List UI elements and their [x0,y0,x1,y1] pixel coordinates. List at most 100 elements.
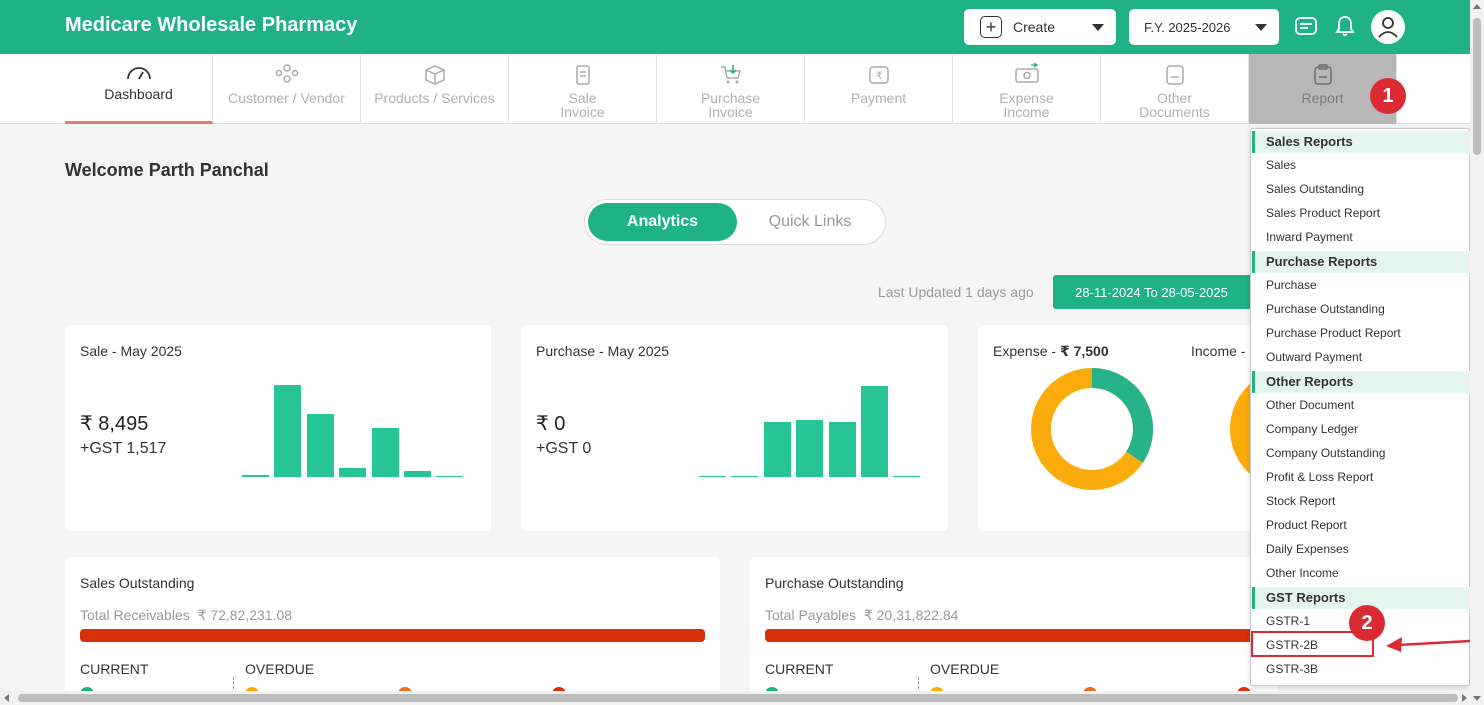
bell-icon[interactable] [1333,14,1357,38]
menu-item-purchase-outstanding[interactable]: Purchase Outstanding [1266,302,1385,316]
overdue-label: OVERDUE [245,661,315,677]
chart-bar [731,476,759,477]
purchase-amount: ₹ 0 [536,413,566,435]
scroll-up-icon[interactable] [1473,4,1481,9]
horizontal-scroll-thumb[interactable] [18,694,1458,702]
menu-item-inward-payment[interactable]: Inward Payment [1266,230,1353,244]
tab-purchase-invoice[interactable]: Purchase Invoice [657,54,805,124]
purchase-reports-heading: Purchase Reports [1252,251,1470,273]
chevron-down-icon [1092,24,1104,31]
menu-item-gstr-2b[interactable]: GSTR-2B [1266,638,1319,652]
purchase-card: Purchase - May 2025 ₹ 0 +GST 0 [521,325,948,531]
payables-bar [765,629,1278,642]
purchase-outstanding-card: Purchase Outstanding Total Payables ₹ 20… [750,557,1278,705]
scroll-right-icon[interactable] [1462,694,1467,702]
create-button[interactable]: + Create [964,9,1116,45]
tab-other-documents[interactable]: Other Documents [1101,54,1249,124]
divider [233,677,234,689]
user-avatar[interactable] [1371,10,1405,44]
chart-bar [436,476,464,477]
tab-expense-income[interactable]: Expense Income [953,54,1101,124]
menu-item-company-outstanding[interactable]: Company Outstanding [1266,446,1386,460]
tab-label: Expense Income [999,90,1054,120]
chart-bar [306,414,334,477]
menu-item-profit-loss-report[interactable]: Profit & Loss Report [1266,470,1374,484]
expense-income-card: Expense - ₹ 7,500 Income - [978,325,1352,531]
box-icon [424,65,445,85]
overdue-label: OVERDUE [930,661,1000,677]
purchase-gst: +GST 0 [536,440,592,457]
fiscal-year-label: F.Y. 2025-2026 [1144,19,1231,35]
chart-bar [796,420,824,477]
chart-bar [242,475,269,477]
menu-item-outward-payment[interactable]: Outward Payment [1266,350,1363,364]
chevron-down-icon [1255,24,1267,31]
menu-item-company-ledger[interactable]: Company Ledger [1266,422,1359,436]
purchase-bar-chart [699,385,923,477]
fiscal-year-select[interactable]: F.Y. 2025-2026 [1129,9,1279,45]
tab-dashboard[interactable]: Dashboard [65,54,213,124]
menu-item-daily-expenses[interactable]: Daily Expenses [1266,542,1349,556]
chart-bar [339,468,367,477]
tab-label: Other Documents [1139,90,1210,120]
sale-amount: ₹ 8,495 [80,413,149,435]
menu-item-sales[interactable]: Sales [1266,158,1297,172]
menu-item-sales-outstanding[interactable]: Sales Outstanding [1266,182,1365,196]
chat-icon[interactable] [1294,14,1318,38]
sale-card: Sale - May 2025 ₹ 8,495 +GST 1,517 [65,325,491,531]
rupee-note-icon: ₹ [868,66,889,84]
total-receivables-value: ₹ 72,82,231.08 [197,607,293,623]
speedometer-icon [126,67,151,80]
quick-links-tab[interactable]: Quick Links [768,213,852,230]
tab-payment[interactable]: ₹ Payment [805,54,953,124]
tab-label: Sale Invoice [560,90,605,120]
total-payables-value: ₹ 20,31,822.84 [863,607,959,623]
clipboard-icon [1313,64,1332,85]
user-icon [1378,17,1398,38]
chart-bar [371,428,399,477]
tab-label: Report [1301,90,1344,106]
tab-sale-invoice[interactable]: Sale Invoice [509,54,657,124]
tab-customer-vendor[interactable]: Customer / Vendor [213,54,361,124]
horizontal-scrollbar[interactable] [0,691,1470,705]
cart-icon [720,65,741,84]
scroll-down-icon[interactable] [1473,696,1481,701]
menu-item-gstr-3b[interactable]: GSTR-3B [1266,662,1319,676]
vertical-scrollbar[interactable] [1470,0,1484,705]
menu-item-product-report[interactable]: Product Report [1266,518,1347,532]
menu-item-purchase[interactable]: Purchase [1266,278,1317,292]
welcome-text: Welcome Parth Panchal [65,160,269,180]
tab-label: Purchase Invoice [700,90,761,120]
income-label: Income - [1191,343,1246,359]
step-2-badge: 2 [1349,605,1385,641]
top-header: Medicare Wholesale Pharmacy + Create F.Y… [0,0,1470,54]
purchase-card-title: Purchase - May 2025 [536,343,670,359]
date-range-button[interactable]: 28-11-2024 To 28-05-2025 [1053,275,1250,309]
report-dropdown-menu: Sales Reports Sales Sales Outstanding Sa… [1250,128,1470,686]
menu-item-stock-report[interactable]: Stock Report [1266,494,1336,508]
menu-item-sales-product-report[interactable]: Sales Product Report [1266,206,1381,220]
tab-label: Payment [850,90,907,106]
pointer-arrow-icon [1386,637,1470,652]
tab-products-services[interactable]: Products / Services [361,54,509,124]
menu-item-other-income[interactable]: Other Income [1266,566,1339,580]
money-exchange-icon [1014,63,1039,83]
users-icon [275,64,298,83]
current-label: CURRENT [80,661,149,677]
menu-item-purchase-product-report[interactable]: Purchase Product Report [1266,326,1401,340]
plus-icon: + [980,16,1002,38]
tab-label: Products / Services [374,90,495,106]
expense-label-row: Expense - ₹ 7,500 [993,343,1109,360]
receivables-bar [80,629,705,642]
sales-outstanding-card: Sales Outstanding Total Receivables ₹ 72… [65,557,720,705]
invoice-icon [575,65,590,85]
divider [918,677,919,689]
step-1-badge: 1 [1370,78,1406,114]
analytics-tab[interactable]: Analytics [588,203,737,241]
create-label: Create [1013,19,1056,35]
total-payables-label: Total Payables [765,607,857,623]
vertical-scroll-thumb[interactable] [1473,18,1481,155]
scroll-left-icon[interactable] [4,694,9,702]
menu-item-other-document[interactable]: Other Document [1266,398,1355,412]
menu-item-gstr-1[interactable]: GSTR-1 [1266,614,1311,628]
